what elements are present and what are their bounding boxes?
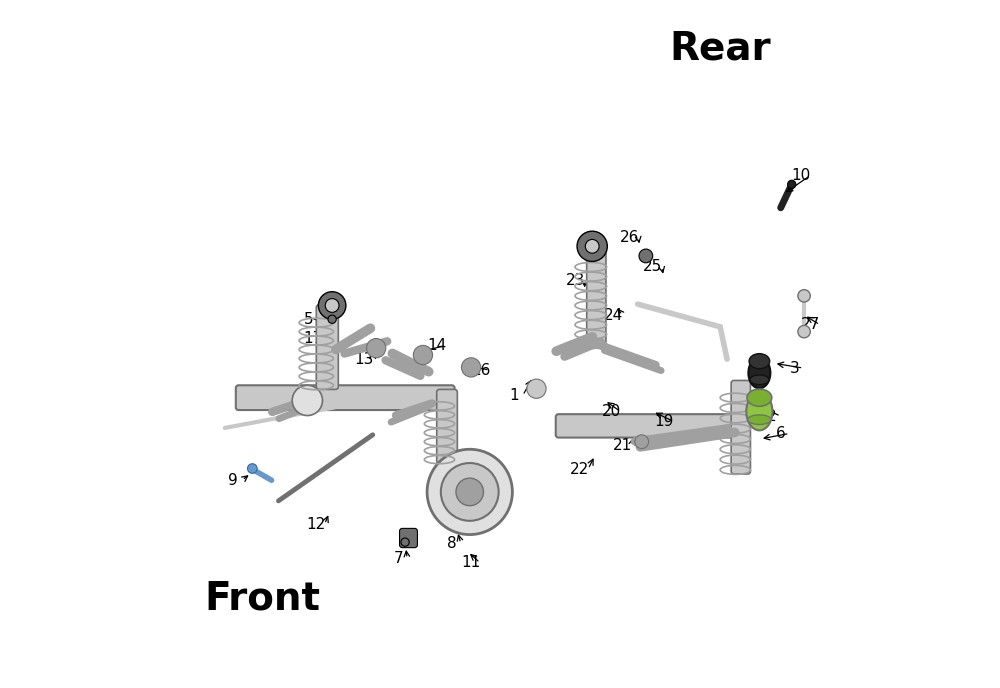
Text: 27: 27 (801, 317, 821, 332)
Text: Rear: Rear (669, 29, 771, 67)
Text: 18: 18 (317, 303, 336, 319)
Circle shape (401, 538, 409, 546)
Circle shape (248, 464, 257, 473)
Circle shape (639, 249, 653, 263)
Ellipse shape (747, 389, 772, 406)
Circle shape (427, 449, 512, 535)
Text: 2: 2 (767, 409, 777, 424)
Text: 14: 14 (427, 338, 446, 353)
Circle shape (318, 292, 346, 319)
Circle shape (328, 315, 336, 323)
Circle shape (413, 345, 433, 365)
Circle shape (798, 290, 810, 302)
Text: 9: 9 (228, 473, 238, 488)
Ellipse shape (748, 415, 771, 424)
Circle shape (585, 239, 599, 253)
Ellipse shape (748, 358, 770, 388)
Ellipse shape (750, 375, 769, 385)
Text: 8: 8 (447, 536, 457, 551)
Text: 12: 12 (306, 517, 325, 532)
Circle shape (577, 231, 607, 261)
Circle shape (461, 358, 481, 377)
Text: 11: 11 (461, 555, 481, 570)
Text: 19: 19 (654, 413, 673, 429)
Text: 13: 13 (354, 352, 373, 367)
Text: 15: 15 (455, 462, 474, 477)
Text: 23: 23 (566, 273, 585, 288)
Circle shape (456, 478, 483, 506)
Circle shape (441, 463, 499, 521)
Text: 20: 20 (602, 404, 621, 419)
FancyBboxPatch shape (316, 305, 338, 389)
FancyBboxPatch shape (236, 385, 455, 410)
Ellipse shape (749, 354, 770, 369)
Text: 25: 25 (643, 259, 662, 275)
Text: 7: 7 (393, 551, 403, 566)
Circle shape (635, 435, 649, 449)
Circle shape (292, 385, 322, 416)
Text: 26: 26 (620, 230, 639, 245)
Circle shape (798, 325, 810, 338)
Circle shape (788, 180, 796, 189)
FancyBboxPatch shape (731, 380, 750, 474)
Circle shape (325, 299, 339, 312)
Text: 16: 16 (471, 363, 490, 378)
Text: 24: 24 (604, 308, 623, 323)
Text: 17: 17 (303, 331, 322, 346)
Ellipse shape (746, 392, 772, 431)
Text: 3: 3 (790, 361, 799, 376)
Circle shape (367, 338, 386, 358)
FancyBboxPatch shape (587, 248, 606, 348)
Text: Front: Front (205, 579, 321, 618)
Text: 10: 10 (792, 168, 811, 183)
Circle shape (527, 379, 546, 398)
FancyBboxPatch shape (556, 414, 747, 438)
FancyBboxPatch shape (437, 389, 457, 464)
Text: 6: 6 (776, 426, 786, 441)
FancyBboxPatch shape (400, 528, 417, 548)
Text: 5: 5 (304, 312, 314, 327)
Text: 22: 22 (569, 462, 589, 477)
Text: 21: 21 (613, 438, 632, 453)
Text: 1: 1 (509, 388, 519, 403)
Text: 4: 4 (329, 297, 338, 312)
